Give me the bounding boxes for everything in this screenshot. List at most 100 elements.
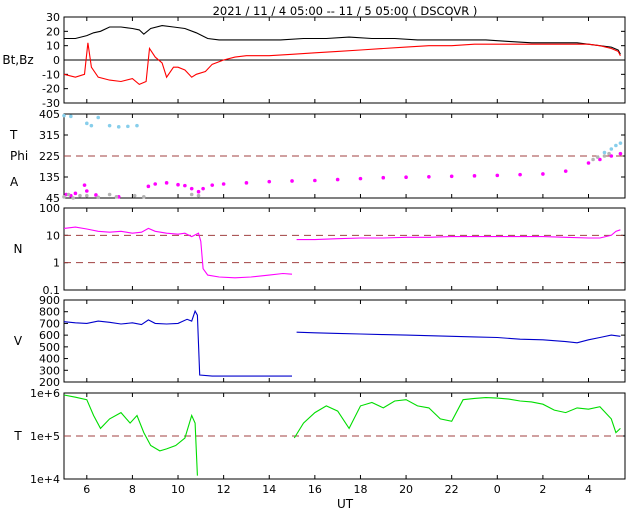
series-0-point	[381, 175, 386, 180]
series-0-line	[296, 331, 621, 344]
series-0-point	[404, 175, 408, 180]
series-2-point	[62, 195, 66, 199]
series-2-point	[607, 151, 611, 156]
series-1-point	[602, 150, 607, 155]
series-0-point	[313, 178, 317, 183]
series-1-point	[96, 115, 101, 120]
series-1-point	[609, 147, 614, 151]
y-tick-label: 135	[39, 171, 60, 184]
series-2-point	[591, 157, 595, 162]
series-2-point	[595, 155, 600, 159]
series-0-point	[518, 172, 522, 177]
series-1-point	[126, 124, 130, 129]
x-tick-label: 10	[171, 483, 185, 496]
y-tick-label: -30	[42, 97, 60, 110]
series-0-point	[221, 182, 226, 186]
series-1-point	[135, 123, 139, 128]
series-0-point	[267, 179, 272, 184]
series-0-point	[541, 172, 545, 176]
series-1-point	[89, 123, 94, 128]
y-tick-label: 900	[39, 294, 60, 307]
y-tick-label: -20	[42, 83, 60, 96]
series-0-point	[201, 186, 205, 191]
x-tick-label: 2	[539, 483, 546, 496]
series-0-line	[293, 397, 621, 439]
series-0-point	[196, 189, 201, 194]
series-2-point	[107, 192, 112, 197]
series-2-point	[66, 192, 71, 197]
panel-1: 45 135 225 315 405 T Phi A	[9, 108, 626, 205]
series-0-point	[358, 176, 363, 181]
panel-frame	[63, 207, 626, 291]
series-2-point	[602, 154, 607, 158]
series-0-point	[210, 183, 215, 187]
y-tick-label: 405	[39, 108, 60, 121]
y-axis-label: N	[14, 242, 23, 256]
x-tick-label: 20	[399, 483, 413, 496]
y-tick-label: 100	[39, 202, 60, 215]
x-tick-label: 12	[217, 483, 231, 496]
y-tick-label: 500	[39, 341, 60, 354]
y-axis-label: Bt,Bz	[2, 53, 33, 67]
series-0-point	[153, 182, 158, 186]
x-tick-label: 22	[445, 483, 459, 496]
series-1-line	[63, 42, 621, 86]
y-tick-label: 1e+6	[30, 387, 60, 400]
x-tick-label: 16	[308, 483, 322, 496]
y-tick-label: -10	[42, 68, 60, 81]
series-0-point	[495, 173, 500, 178]
series-2-point	[132, 193, 137, 198]
y-tick-label: 600	[39, 329, 60, 342]
y-axis-label: T	[13, 429, 22, 443]
y-axis-label: Phi	[10, 149, 28, 163]
series-0-point	[73, 191, 78, 196]
series-0-point	[449, 174, 454, 179]
x-axis-label: UT	[337, 497, 354, 511]
y-tick-label: 225	[39, 150, 60, 163]
panels: -30-20-100102030Bt,Bz45135225315405TPhiA…	[2, 11, 626, 496]
series-2-point	[114, 195, 119, 199]
series-0-point	[146, 184, 151, 189]
y-tick-label: 200	[39, 376, 60, 389]
y-axis-label: T	[9, 128, 18, 142]
series-0-line	[64, 25, 621, 55]
y-tick-label: 45	[46, 192, 60, 205]
series-0-point	[82, 183, 87, 187]
y-tick-label: 0.1	[43, 284, 61, 297]
y-tick-label: 20	[46, 25, 60, 38]
y-axis-label: V	[14, 334, 23, 348]
y-tick-label: 1	[53, 257, 60, 270]
x-tick-label: 18	[353, 483, 367, 496]
y-tick-label: 0	[53, 54, 60, 67]
series-1-point	[62, 113, 66, 118]
x-tick-label: 4	[585, 483, 592, 496]
y-tick-label: 800	[39, 306, 60, 319]
series-0-point	[335, 177, 340, 182]
y-tick-label: 1e+4	[30, 473, 60, 486]
panel-2: 0.1 1 10 100 N	[14, 202, 626, 297]
series-1-point	[116, 125, 121, 129]
y-tick-label: 300	[39, 364, 60, 377]
panel-frame	[63, 299, 626, 383]
series-2-point	[78, 193, 82, 198]
series-0-point	[290, 179, 294, 183]
series-0-point	[618, 151, 623, 156]
y-tick-label: 10	[46, 229, 60, 242]
series-2-point	[196, 193, 201, 198]
series-0-point	[164, 181, 169, 185]
series-0-line	[296, 229, 621, 241]
x-tick-label: 6	[83, 483, 90, 496]
series-0-line	[63, 309, 292, 377]
series-0-point	[85, 189, 89, 193]
series-1-point	[618, 141, 623, 145]
series-2-point	[71, 196, 75, 200]
series-0-point	[609, 154, 614, 158]
y-axis-label: A	[10, 175, 19, 189]
series-2-point	[189, 192, 194, 197]
series-0-point	[189, 186, 194, 191]
series-0-point	[563, 169, 568, 173]
y-tick-label: 30	[46, 11, 60, 24]
